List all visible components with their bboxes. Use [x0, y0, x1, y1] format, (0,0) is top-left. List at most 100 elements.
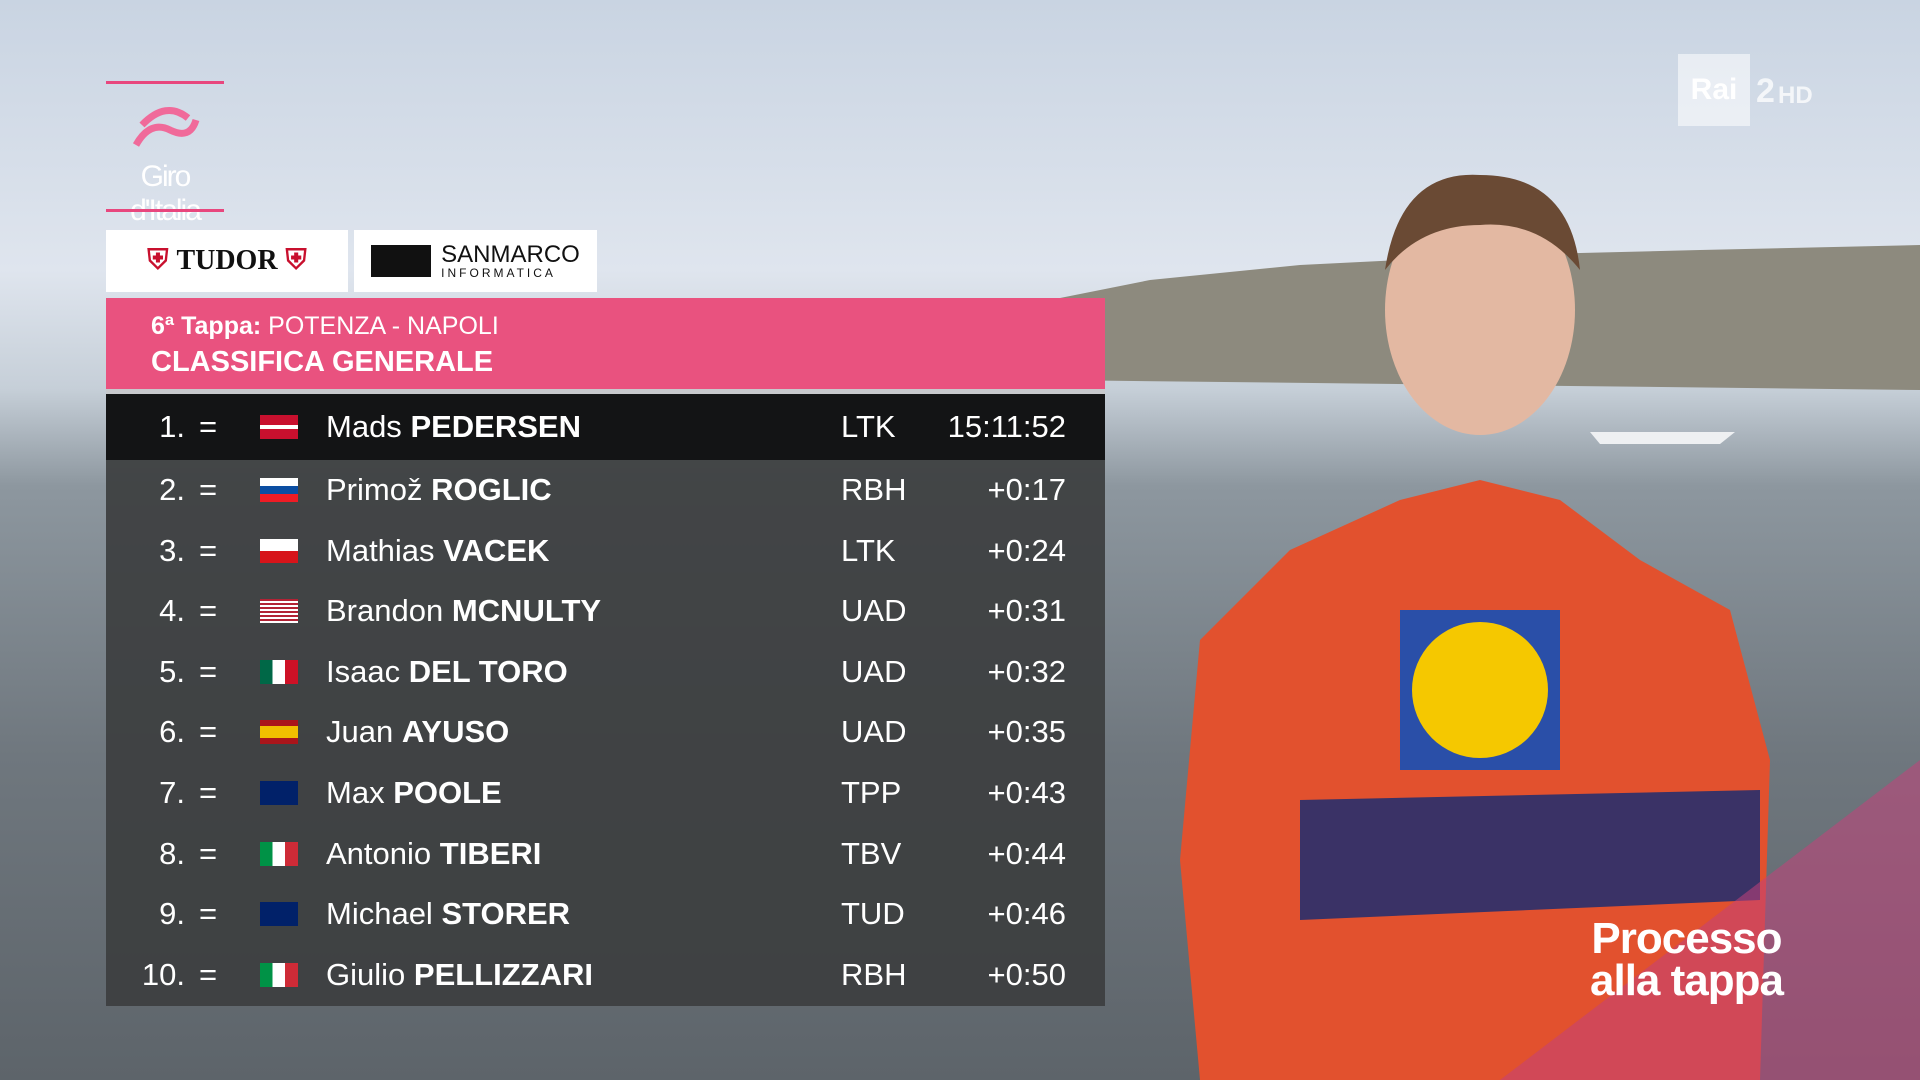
standings-row: 4. = Brandon MCNULTY UAD +0:31: [106, 581, 1105, 641]
team: TBV: [841, 835, 902, 871]
change: =: [199, 532, 218, 568]
last-name: MCNULTY: [451, 593, 602, 629]
rider-name: Mathias VACEK: [326, 533, 549, 569]
last-name: STORER: [441, 896, 571, 932]
jersey-band: [1300, 790, 1760, 920]
jersey-logo-circle: [1412, 622, 1548, 758]
pink-overlay: [1500, 760, 1920, 1080]
flag: [260, 599, 298, 624]
rai-quality: HD: [1778, 82, 1813, 109]
time: +0:35: [987, 714, 1066, 750]
flag: [260, 538, 298, 563]
rai-channel: 2: [1756, 72, 1775, 110]
standings-row: 7. = Max POOLE TPP +0:43: [106, 763, 1105, 823]
rider-name: Giulio PELLIZZARI: [326, 957, 593, 993]
boat: [1590, 432, 1735, 444]
logo-rule: [106, 209, 224, 212]
rank: 3.: [159, 532, 185, 568]
first-name: Michael: [326, 896, 433, 932]
time: +0:31: [987, 593, 1066, 629]
rank: 2.: [159, 472, 185, 507]
change: =: [199, 775, 218, 810]
first-name: Brandon: [326, 593, 444, 629]
flag: [260, 659, 298, 684]
change: =: [199, 472, 218, 507]
rider-name: Juan AYUSO: [326, 714, 509, 750]
rider-name: Antonio TIBERI: [326, 836, 541, 872]
rank: 7.: [159, 775, 185, 810]
time: +0:46: [987, 896, 1066, 932]
team: RBH: [841, 956, 907, 992]
rider-name: Max POOLE: [326, 775, 502, 811]
header-title: CLASSIFICA GENERALE: [151, 346, 494, 378]
change: =: [199, 593, 218, 629]
standings-row: 5. = Isaac DEL TORO UAD +0:32: [106, 642, 1105, 702]
flag: [260, 902, 298, 927]
last-name: ROGLIC: [431, 472, 552, 507]
change: =: [199, 835, 218, 871]
sponsor-name: SANMARCO: [441, 241, 580, 268]
last-name: POOLE: [393, 775, 502, 810]
flag: [260, 478, 298, 502]
change: =: [199, 714, 218, 750]
flag: [260, 962, 298, 987]
header: 6ª Tappa: POTENZA - NAPOLI CLASSIFICA GE…: [106, 298, 1105, 389]
rider-name: Michael STORER: [326, 896, 570, 932]
flag: [260, 720, 298, 745]
sponsor-name: TUDOR: [176, 245, 278, 276]
logo-rule: [106, 81, 224, 84]
logo-text: Giro d'Italia: [130, 160, 202, 227]
sponsor-sub: INFORMATICA: [441, 266, 556, 280]
team: TUD: [841, 896, 905, 932]
standings: 1. = Mads PEDERSEN LTK 15:11:52 2. = Primož ROG…: [106, 394, 1105, 1006]
first-name: Max: [326, 775, 385, 810]
rider-jersey: [1180, 480, 1770, 1080]
rider-name: Brandon MCNULTY: [326, 593, 601, 629]
change: =: [199, 653, 218, 689]
standings-row: 2. = Primož ROGLIC RBH +0:17: [106, 460, 1105, 520]
standings-row: 9. = Michael STORER TUD +0:46: [106, 884, 1105, 944]
rank: 6.: [159, 714, 185, 750]
rank: 4.: [159, 593, 185, 629]
rider-name: Isaac DEL TORO: [326, 654, 568, 690]
first-name: Primož: [326, 472, 423, 507]
rank: 10.: [141, 956, 185, 992]
time: +0:50: [987, 956, 1066, 992]
change: =: [199, 896, 218, 932]
last-name: DEL TORO: [408, 653, 568, 689]
team: UAD: [841, 593, 907, 629]
show-line: Processo: [1591, 914, 1782, 963]
team: UAD: [841, 714, 907, 750]
rank: 9.: [159, 896, 185, 932]
show-title: Processo alla tappa: [1590, 914, 1784, 1005]
route: POTENZA - NAPOLI: [268, 312, 499, 340]
last-name: TIBERI: [439, 835, 542, 871]
first-name: Juan: [326, 714, 394, 750]
flag: [260, 841, 298, 866]
time: +0:17: [987, 472, 1066, 507]
last-name: PELLIZZARI: [413, 956, 593, 992]
time: +0:32: [987, 653, 1066, 689]
change: =: [199, 956, 218, 992]
standings-row: 6. = Juan AYUSO UAD +0:35: [106, 702, 1105, 762]
team: LTK: [841, 409, 896, 444]
standings-row: 3. = Mathias VACEK LTK +0:24: [106, 521, 1105, 581]
rider-head: [1385, 185, 1575, 435]
first-name: Antonio: [326, 835, 432, 871]
first-name: Mathias: [326, 532, 435, 568]
rank: 5.: [159, 653, 185, 689]
show-line: alla tappa: [1590, 956, 1784, 1005]
time: +0:24: [987, 532, 1066, 568]
standings-row: 1. = Mads PEDERSEN LTK 15:11:52: [106, 394, 1105, 460]
first-name: Giulio: [326, 956, 406, 992]
last-name: AYUSO: [401, 714, 510, 750]
rider-hair: [1385, 174, 1580, 270]
first-name: Mads: [326, 409, 402, 444]
last-name: VACEK: [443, 532, 550, 568]
rider-name: Mads PEDERSEN: [326, 409, 581, 445]
time: 15:11:52: [947, 409, 1066, 444]
time: +0:44: [987, 835, 1066, 871]
time: +0:43: [987, 775, 1066, 810]
